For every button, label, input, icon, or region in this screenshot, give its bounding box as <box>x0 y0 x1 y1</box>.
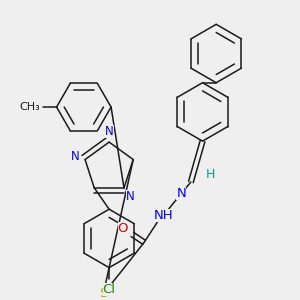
Text: H: H <box>206 168 215 181</box>
Text: O: O <box>118 222 128 235</box>
Text: S: S <box>99 287 107 300</box>
Text: CH₃: CH₃ <box>19 102 40 112</box>
Text: N: N <box>126 190 135 203</box>
Text: NH: NH <box>154 208 173 222</box>
Text: N: N <box>105 125 113 138</box>
Text: Cl: Cl <box>103 283 116 296</box>
Text: N: N <box>70 150 79 163</box>
Text: N: N <box>176 187 186 200</box>
